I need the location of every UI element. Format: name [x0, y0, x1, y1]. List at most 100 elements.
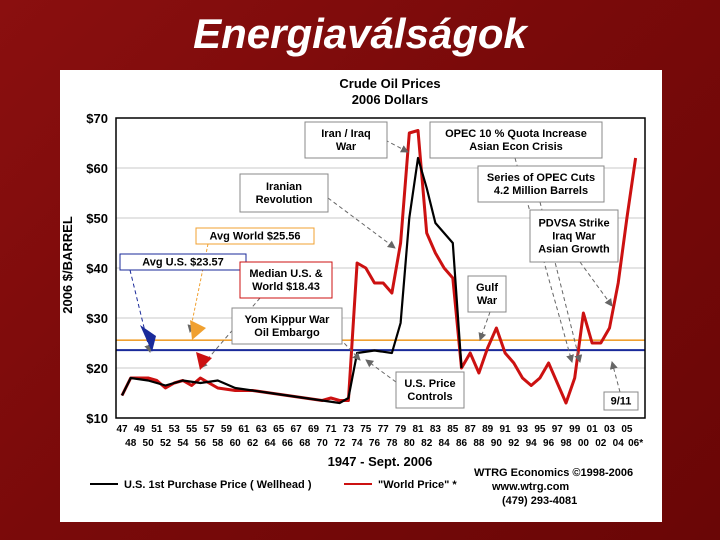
x-tick-label: 05 [621, 424, 633, 435]
chart-title: Crude Oil Prices [339, 76, 440, 91]
x-axis-label: 1947 - Sept. 2006 [328, 454, 433, 469]
x-tick-label: 58 [212, 438, 224, 449]
x-tick-label: 94 [526, 438, 538, 449]
credits: WTRG Economics ©1998-2006 www.wtrg.com (… [474, 467, 633, 507]
y-tick-label: $60 [86, 161, 108, 176]
annotation-box: Avg U.S. $23.57 [119, 253, 247, 271]
annotation-frame [304, 121, 388, 159]
x-tick-label: 80 [404, 438, 416, 449]
x-tick-label: 61 [238, 424, 250, 435]
x-tick-label: 78 [386, 438, 398, 449]
x-tick-label: 55 [186, 424, 198, 435]
credit-line-2: www.wtrg.com [491, 481, 569, 493]
x-tick-label: 98 [560, 438, 572, 449]
annotation-text: PDVSA Strike [538, 218, 609, 230]
annotation-frame [239, 261, 333, 299]
x-tick-label: 48 [125, 438, 137, 449]
y-tick-labels: $10 $20 $30 $40 $50 $60 $70 [86, 111, 108, 426]
annotation-frame [195, 227, 315, 245]
x-tick-label: 87 [465, 424, 477, 435]
annotation-text: Avg U.S. $23.57 [142, 257, 224, 269]
x-tick-label: 81 [412, 424, 424, 435]
x-tick-label: 01 [587, 424, 599, 435]
x-tick-label: 00 [578, 438, 590, 449]
oil-price-chart: Crude Oil Prices 2006 Dollars 2006 $/BAR… [60, 76, 646, 507]
annotation-box: Median U.S. &World $18.43 [239, 261, 333, 299]
legend-world-label: "World Price" * [378, 479, 457, 491]
annotation-text: Iran / Iraq [321, 128, 371, 140]
annotation-frame [529, 209, 619, 263]
series-group [120, 129, 638, 405]
x-tick-label: 82 [421, 438, 433, 449]
x-tick-label: 75 [360, 424, 372, 435]
x-tick-label: 66 [282, 438, 294, 449]
x-tick-label: 85 [447, 424, 459, 435]
x-tick-label: 50 [143, 438, 155, 449]
x-tick-label: 54 [177, 438, 189, 449]
x-tick-label: 79 [395, 424, 407, 435]
x-tick-label: 02 [595, 438, 607, 449]
slide-title: Energiaválságok [193, 10, 527, 57]
annotation-text: Gulf [476, 282, 498, 294]
us-price-line [121, 156, 463, 405]
x-tick-label: 03 [604, 424, 616, 435]
annotation-box: Avg World $25.56 [195, 227, 315, 245]
chart-subtitle: 2006 Dollars [352, 92, 429, 107]
x-tick-label: 65 [273, 424, 285, 435]
median-marker [196, 352, 212, 370]
annotation-text: Controls [407, 391, 452, 403]
annotation-text: Iranian [266, 181, 302, 193]
x-tick-label: 60 [230, 438, 242, 449]
x-tick-label: 73 [343, 424, 355, 435]
x-tick-labels: 47 49 51 53 55 57 59 61 63 65 67 69 71 73 75 77 79 81 83 85… [116, 424, 643, 449]
x-tick-label: 97 [552, 424, 564, 435]
credit-line-3: (479) 293-4081 [502, 495, 577, 507]
y-tick-label: $70 [86, 111, 108, 126]
x-tick-label: 06* [628, 438, 643, 449]
x-tick-label: 63 [256, 424, 268, 435]
annotation-frame [467, 275, 507, 313]
x-tick-label: 83 [430, 424, 442, 435]
x-tick-label: 70 [317, 438, 329, 449]
x-tick-label: 59 [221, 424, 233, 435]
x-tick-label: 04 [613, 438, 625, 449]
annotation-text: Iraq War [552, 231, 596, 243]
x-tick-label: 89 [482, 424, 494, 435]
annotation-box: 9/11 [603, 391, 639, 411]
x-tick-label: 92 [508, 438, 520, 449]
annotation-text: Yom Kippur War [245, 314, 331, 326]
annotation-arrow [478, 311, 491, 341]
y-tick-label: $20 [86, 361, 108, 376]
x-tick-label: 74 [351, 438, 363, 449]
x-tick-label: 52 [160, 438, 172, 449]
x-tick-label: 57 [203, 424, 215, 435]
y-axis-label: 2006 $/BARREL [60, 216, 75, 314]
x-tick-label: 47 [116, 424, 128, 435]
annotation-text: World $18.43 [252, 281, 320, 293]
x-tick-label: 69 [308, 424, 320, 435]
x-tick-label: 53 [169, 424, 181, 435]
plot-frame [115, 117, 646, 419]
annotation-text: Series of OPEC Cuts [487, 172, 595, 184]
legend-us-label: U.S. 1st Purchase Price ( Wellhead ) [124, 479, 312, 491]
x-tick-label: 76 [369, 438, 381, 449]
y-tick-label: $40 [86, 261, 108, 276]
annotation-text: Oil Embargo [254, 327, 320, 339]
annotation-frame [231, 307, 343, 345]
y-tick-label: $50 [86, 211, 108, 226]
x-tick-label: 95 [534, 424, 546, 435]
annotation-arrow [327, 197, 396, 249]
annotation-arrow [365, 359, 397, 383]
annotation-frame [429, 121, 603, 159]
x-tick-label: 93 [517, 424, 529, 435]
x-tick-label: 99 [569, 424, 581, 435]
x-tick-label: 84 [439, 438, 451, 449]
x-tick-label: 88 [473, 438, 485, 449]
avg-world-marker [190, 320, 206, 340]
